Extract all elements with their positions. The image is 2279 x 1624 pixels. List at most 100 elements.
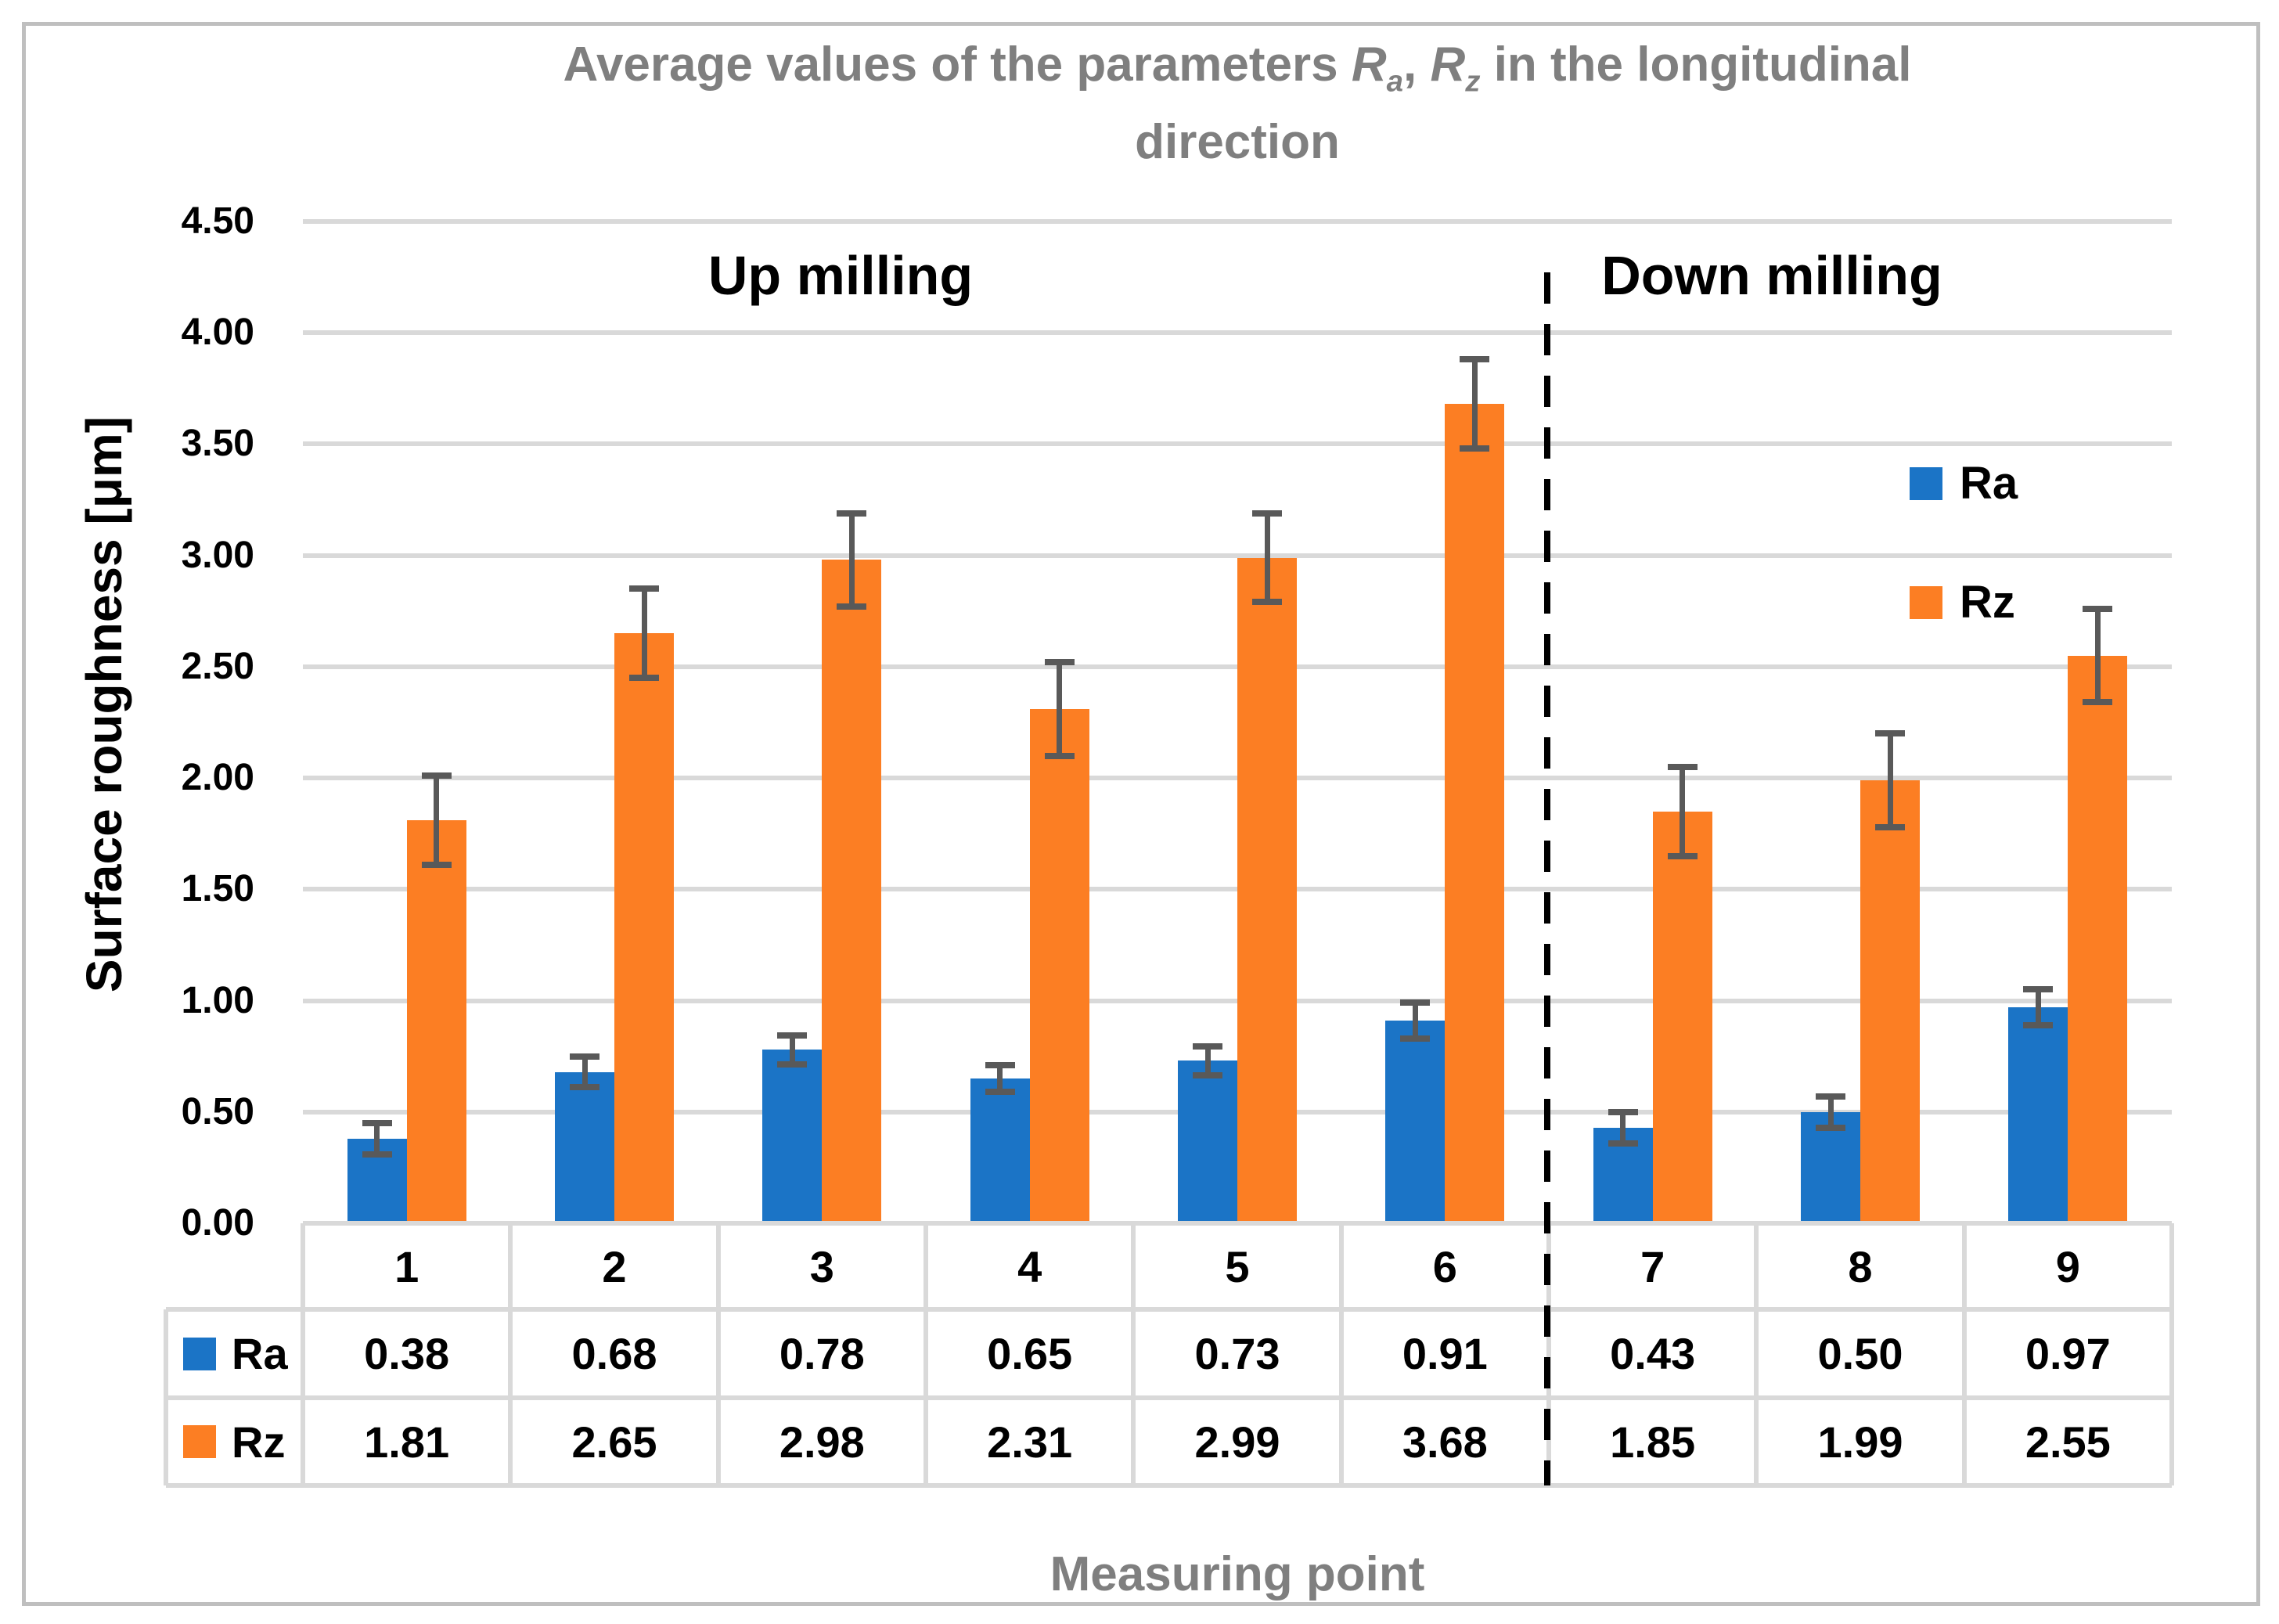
error-bar-cap (2083, 699, 2113, 706)
error-bar-rz-5 (1264, 513, 1270, 603)
bar-ra-4 (970, 1078, 1030, 1223)
error-bar-cap (1400, 999, 1431, 1006)
table-row-key-rz: Rz (183, 1398, 303, 1485)
error-bar-rz-4 (1057, 662, 1063, 756)
table-cell-rz-8: 1.99 (1817, 1417, 1903, 1467)
error-bar-ra-8 (1827, 1096, 1834, 1128)
bar-rz-6 (1445, 404, 1505, 1223)
table-cell-rz-5: 2.99 (1194, 1417, 1280, 1467)
error-bar-cap (570, 1084, 599, 1091)
table-header-cell: 7 (1640, 1241, 1665, 1291)
error-bar-cap (1193, 1071, 1222, 1078)
error-bar-ra-7 (1620, 1111, 1626, 1143)
y-tick-label: 4.00 (181, 311, 254, 354)
table-border (166, 1307, 2172, 1312)
table-header-cell: 5 (1225, 1241, 1250, 1291)
table-border (1338, 1223, 1344, 1485)
bar-ra-2 (555, 1071, 614, 1223)
table-border (166, 1395, 2172, 1400)
bar-rz-3 (822, 560, 882, 1223)
y-tick-label: 0.50 (181, 1090, 254, 1132)
section-label-up-milling: Up milling (707, 245, 974, 306)
error-bar-ra-9 (2035, 989, 2041, 1025)
y-tick-label: 1.50 (181, 868, 254, 910)
table-cell-ra-3: 0.78 (779, 1329, 865, 1378)
error-bar-cap (362, 1120, 392, 1126)
table-row-label: Rz (232, 1417, 286, 1467)
table-border-left (164, 1309, 168, 1485)
error-bar-cap (1816, 1124, 1845, 1131)
table-cell-ra-4: 0.65 (987, 1329, 1073, 1378)
table-border (508, 1223, 513, 1485)
y-tick-label: 1.00 (181, 979, 254, 1021)
error-bar-cap (1044, 752, 1075, 759)
table-header-cell: 3 (809, 1241, 834, 1291)
error-bar-rz-3 (848, 513, 855, 607)
table-cell-ra-8: 0.50 (1817, 1329, 1903, 1378)
table-border (1131, 1223, 1136, 1485)
legend-swatch-ra (1910, 467, 1942, 500)
legend-entry-ra: Ra (1910, 461, 2018, 506)
error-bar-cap (2023, 1021, 2054, 1028)
error-bar-cap (837, 603, 867, 610)
error-bar-cap (1875, 730, 1905, 737)
error-bar-cap (2023, 986, 2054, 993)
gridline (303, 553, 2172, 558)
legend-key-swatch-rz (183, 1425, 216, 1458)
error-bar-cap (1875, 823, 1905, 830)
error-bar-cap (777, 1032, 808, 1039)
error-bar-cap (1667, 763, 1698, 770)
error-bar-ra-1 (374, 1123, 380, 1154)
error-bar-cap (570, 1053, 599, 1060)
title-line2: direction (1135, 115, 1340, 170)
table-cell-rz-3: 2.98 (779, 1417, 865, 1467)
chart-title: Average values of the parameters Ra, Rz … (563, 38, 1912, 170)
legend-label-ra: Ra (1960, 458, 2018, 509)
bar-ra-3 (762, 1050, 823, 1223)
table-row-label: Ra (232, 1329, 288, 1378)
separator-dashed-line (1544, 272, 1550, 1485)
bar-ra-9 (2008, 1007, 2068, 1223)
error-bar-cap (1400, 1035, 1431, 1042)
error-bar-rz-7 (1680, 766, 1686, 856)
error-bar-cap (1252, 510, 1282, 517)
table-cell-rz-2: 2.65 (571, 1417, 657, 1467)
error-bar-cap (1608, 1140, 1638, 1147)
error-bar-cap (1816, 1093, 1845, 1100)
table-border (1754, 1223, 1759, 1485)
title-text: Average values of the parameters (563, 38, 1352, 92)
error-bar-cap (1460, 445, 1490, 452)
error-bar-cap (1252, 599, 1282, 606)
error-bar-rz-2 (641, 589, 647, 679)
bar-rz-4 (1029, 708, 1089, 1223)
error-bar-cap (1193, 1042, 1222, 1050)
table-border-bottom (166, 1483, 2172, 1488)
error-bar-cap (629, 675, 659, 682)
table-cell-rz-9: 2.55 (2025, 1417, 2111, 1467)
error-bar-ra-5 (1204, 1046, 1211, 1075)
error-bar-cap (1044, 659, 1075, 666)
table-header-cell: 6 (1432, 1241, 1457, 1291)
bar-rz-1 (406, 820, 466, 1223)
bar-rz-7 (1652, 811, 1712, 1223)
error-bar-cap (837, 510, 867, 517)
bar-rz-5 (1237, 557, 1297, 1223)
gridline (303, 441, 2172, 447)
table-border-top (303, 1221, 2172, 1226)
table-border (715, 1223, 721, 1485)
table-cell-ra-9: 0.97 (2025, 1329, 2111, 1378)
y-tick-label: 4.50 (181, 200, 254, 242)
table-cell-ra-1: 0.38 (364, 1329, 450, 1378)
table-cell-ra-7: 0.43 (1610, 1329, 1696, 1378)
bar-rz-2 (614, 633, 674, 1223)
gridline (303, 330, 2172, 336)
table-cell-ra-5: 0.73 (1194, 1329, 1280, 1378)
y-tick-label: 0.00 (181, 1202, 254, 1244)
legend-entry-rz: Rz (1910, 580, 2015, 625)
y-tick-label: 3.00 (181, 534, 254, 576)
table-cell-rz-6: 3.68 (1402, 1417, 1488, 1467)
table-header-cell: 9 (2055, 1241, 2080, 1291)
table-border (923, 1223, 928, 1485)
error-bar-rz-1 (434, 776, 440, 866)
